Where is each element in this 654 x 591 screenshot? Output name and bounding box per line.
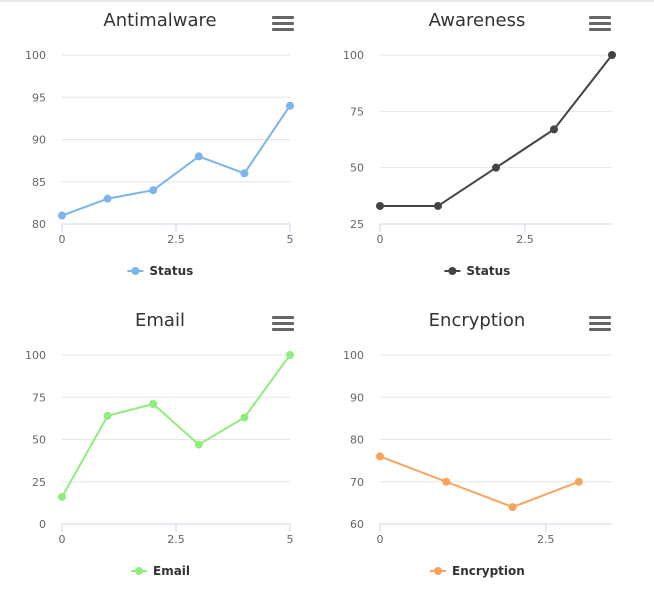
chart-title: Email — [135, 310, 185, 331]
data-point[interactable] — [574, 477, 583, 486]
series-line — [61, 105, 291, 217]
y-tick-label: 85 — [32, 176, 46, 189]
y-tick-label: 90 — [350, 391, 364, 404]
x-tick-label: 0 — [377, 533, 384, 546]
chart-svg: Email 0 25 50 75 100 0 2.5 5 Email — [25, 310, 294, 578]
chart-panel-awareness: Awareness 25 50 75 100 0 2.5 Status — [325, 0, 645, 290]
legend-marker — [131, 267, 140, 275]
x-tick-label: 5 — [287, 533, 294, 546]
hamburger-menu-icon[interactable] — [272, 316, 294, 334]
series-line — [379, 455, 580, 509]
legend-item[interactable]: Status — [444, 264, 510, 278]
data-point[interactable] — [58, 492, 66, 501]
chart-title: Antimalware — [103, 10, 216, 31]
legend-label: Email — [153, 564, 190, 578]
x-tick-label: 0 — [59, 533, 66, 546]
data-point[interactable] — [149, 400, 158, 409]
y-tick-label: 100 — [343, 349, 364, 362]
chart-panel-encryption: Encryption 60 70 80 90 100 0 2.5 Encryption — [325, 300, 645, 590]
data-point[interactable] — [286, 351, 294, 359]
legend-label: Status — [466, 264, 510, 278]
y-tick-label: 100 — [343, 49, 364, 62]
y-tick-label: 90 — [32, 134, 46, 147]
legend-label: Status — [149, 264, 193, 278]
data-point[interactable] — [194, 152, 203, 161]
y-tick-label: 70 — [350, 476, 364, 489]
data-point[interactable] — [508, 503, 517, 512]
x-tick-label: 2.5 — [167, 233, 185, 246]
legend-label: Encryption — [452, 564, 525, 578]
chart-panel-antimalware: Antimalware 80 85 90 95 100 0 2.5 5 Status — [0, 0, 320, 290]
y-tick-label: 25 — [32, 476, 46, 489]
data-point[interactable] — [240, 169, 249, 178]
top-divider — [0, 0, 654, 2]
hamburger-menu-icon[interactable] — [272, 16, 294, 34]
hamburger-menu-icon[interactable] — [589, 316, 611, 334]
legend-marker — [448, 267, 457, 275]
data-point[interactable] — [434, 201, 442, 210]
data-point[interactable] — [492, 163, 500, 172]
chart-svg: Encryption 60 70 80 90 100 0 2.5 Encryption — [343, 310, 612, 578]
y-tick-label: 50 — [350, 162, 364, 175]
data-point[interactable] — [442, 477, 451, 486]
x-tick-label: 2.5 — [167, 533, 185, 546]
data-point[interactable] — [608, 51, 616, 59]
chart-svg: Awareness 25 50 75 100 0 2.5 Status — [343, 10, 616, 278]
y-tick-label: 25 — [350, 218, 364, 231]
data-point[interactable] — [194, 440, 203, 449]
y-tick-label: 100 — [25, 349, 46, 362]
legend-marker — [434, 567, 442, 575]
y-tick-label: 80 — [32, 218, 46, 231]
chart-panel-email: Email 0 25 50 75 100 0 2.5 5 Email — [0, 300, 320, 590]
y-tick-label: 100 — [25, 49, 46, 62]
data-point[interactable] — [103, 194, 112, 203]
x-tick-label: 2.5 — [537, 533, 555, 546]
x-tick-label: 0 — [377, 233, 384, 246]
data-point[interactable] — [240, 413, 249, 422]
data-point[interactable] — [149, 186, 158, 195]
y-tick-label: 75 — [32, 391, 46, 404]
data-point[interactable] — [376, 452, 384, 461]
y-tick-label: 0 — [39, 518, 46, 531]
chart-title: Awareness — [429, 10, 526, 31]
legend-item[interactable]: Encryption — [430, 564, 525, 578]
data-point[interactable] — [550, 125, 558, 134]
data-point[interactable] — [376, 201, 384, 210]
data-point[interactable] — [286, 101, 294, 110]
legend-item[interactable]: Email — [131, 564, 190, 578]
y-tick-label: 80 — [350, 434, 364, 447]
x-tick-label: 0 — [59, 233, 66, 246]
x-tick-label: 2.5 — [516, 233, 534, 246]
hamburger-menu-icon[interactable] — [589, 16, 611, 34]
series-line — [380, 54, 613, 207]
data-point[interactable] — [103, 411, 112, 420]
y-tick-label: 50 — [32, 434, 46, 447]
legend-item[interactable]: Status — [127, 264, 193, 278]
legend-marker — [135, 567, 143, 575]
series-line — [61, 354, 291, 498]
x-tick-label: 5 — [287, 233, 294, 246]
chart-title: Encryption — [429, 310, 526, 331]
y-tick-label: 60 — [350, 518, 364, 531]
data-point[interactable] — [58, 211, 66, 220]
y-tick-label: 75 — [350, 105, 364, 118]
y-tick-label: 95 — [32, 91, 46, 104]
chart-svg: Antimalware 80 85 90 95 100 0 2.5 5 Status — [25, 10, 294, 278]
